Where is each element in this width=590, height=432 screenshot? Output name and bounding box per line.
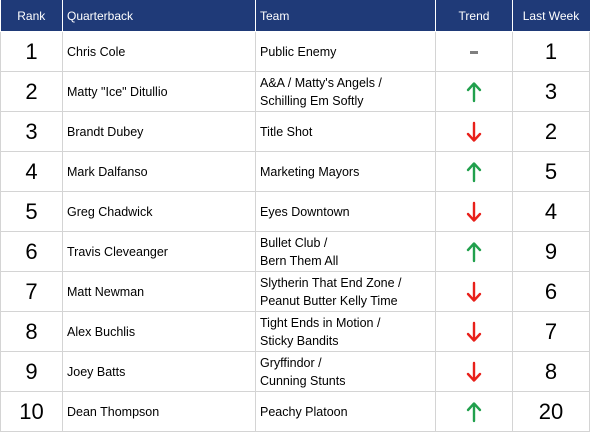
table-row: 3 Brandt Dubey Title Shot 2 xyxy=(0,111,590,152)
arrow-down-icon xyxy=(466,281,482,302)
last-week-cell: 20 xyxy=(512,391,590,432)
rank-cell: 2 xyxy=(0,71,63,112)
trend-cell xyxy=(435,231,513,272)
quarterback-cell: Joey Batts xyxy=(62,351,256,392)
table-row: 4 Mark Dalfanso Marketing Mayors 5 xyxy=(0,151,590,192)
trend-cell xyxy=(435,351,513,392)
arrow-up-icon xyxy=(466,81,482,102)
table-row: 7 Matt Newman Slytherin That End Zone / Pea… xyxy=(0,271,590,312)
team-cell: Gryffindor / Cunning Stunts xyxy=(255,351,436,392)
rank-cell: 9 xyxy=(0,351,63,392)
team-name-line: Eyes Downtown xyxy=(260,204,350,219)
table-row: 8 Alex Buchlis Tight Ends in Motion / Stick… xyxy=(0,311,590,352)
team-cell: Eyes Downtown xyxy=(255,191,436,232)
header-trend: Trend xyxy=(435,0,513,32)
quarterback-cell: Alex Buchlis xyxy=(62,311,256,352)
table-row: 2 Matty "Ice" Ditullio A&A / Matty's Angel… xyxy=(0,71,590,112)
header-row: Rank Quarterback Team Trend Last Week xyxy=(0,0,590,32)
team-cell: Public Enemy xyxy=(255,31,436,72)
quarterback-cell: Mark Dalfanso xyxy=(62,151,256,192)
quarterback-cell: Greg Chadwick xyxy=(62,191,256,232)
table-row: 1 Chris Cole Public Enemy 1 xyxy=(0,31,590,72)
team-name-line: Title Shot xyxy=(260,124,313,139)
header-last-week: Last Week xyxy=(512,0,590,32)
last-week-cell: 2 xyxy=(512,111,590,152)
trend-cell xyxy=(435,191,513,232)
header-team: Team xyxy=(255,0,436,32)
dash-icon xyxy=(470,50,478,54)
rank-cell: 8 xyxy=(0,311,63,352)
arrow-up-icon xyxy=(466,401,482,422)
table-row: 10 Dean Thompson Peachy Platoon 20 xyxy=(0,391,590,432)
team-name-line: Bern Them All xyxy=(260,253,339,268)
team-name-line: Schilling Em Softly xyxy=(260,93,364,108)
team-name-line: Cunning Stunts xyxy=(260,373,346,388)
last-week-cell: 8 xyxy=(512,351,590,392)
arrow-down-icon xyxy=(466,321,482,342)
quarterback-cell: Matty "Ice" Ditullio xyxy=(62,71,256,112)
arrow-up-icon xyxy=(466,241,482,262)
quarterback-cell: Matt Newman xyxy=(62,271,256,312)
quarterback-cell: Travis Cleveanger xyxy=(62,231,256,272)
trend-cell xyxy=(435,31,513,72)
last-week-cell: 6 xyxy=(512,271,590,312)
team-name-line: Peachy Platoon xyxy=(260,404,348,419)
table-header: Rank Quarterback Team Trend Last Week xyxy=(0,0,590,32)
team-name-line: Peanut Butter Kelly Time xyxy=(260,293,398,308)
last-week-cell: 9 xyxy=(512,231,590,272)
last-week-cell: 4 xyxy=(512,191,590,232)
team-name-line: Tight Ends in Motion / xyxy=(260,315,381,330)
rank-cell: 3 xyxy=(0,111,63,152)
table-row: 9 Joey Batts Gryffindor / Cunning Stunts 8 xyxy=(0,351,590,392)
last-week-cell: 7 xyxy=(512,311,590,352)
team-name-line: Public Enemy xyxy=(260,44,337,59)
quarterback-cell: Chris Cole xyxy=(62,31,256,72)
arrow-up-icon xyxy=(466,161,482,182)
quarterback-cell: Brandt Dubey xyxy=(62,111,256,152)
table-row: 6 Travis Cleveanger Bullet Club / Bern Them… xyxy=(0,231,590,272)
arrow-down-icon xyxy=(466,121,482,142)
team-cell: Bullet Club / Bern Them All xyxy=(255,231,436,272)
trend-cell xyxy=(435,271,513,312)
rank-cell: 5 xyxy=(0,191,63,232)
header-quarterback: Quarterback xyxy=(62,0,256,32)
trend-cell xyxy=(435,111,513,152)
last-week-cell: 3 xyxy=(512,71,590,112)
team-cell: Slytherin That End Zone / Peanut Butter K… xyxy=(255,271,436,312)
team-cell: A&A / Matty's Angels / Schilling Em Softl… xyxy=(255,71,436,112)
team-name-line: Marketing Mayors xyxy=(260,164,360,179)
table-body: 1 Chris Cole Public Enemy 1 2 Matty "Ice" Dit… xyxy=(0,31,590,432)
table-row: 5 Greg Chadwick Eyes Downtown 4 xyxy=(0,191,590,232)
team-name-line: Slytherin That End Zone / xyxy=(260,275,402,290)
team-name-line: Bullet Club / xyxy=(260,235,328,250)
header-rank: Rank xyxy=(0,0,63,32)
team-cell: Tight Ends in Motion / Sticky Bandits xyxy=(255,311,436,352)
team-cell: Title Shot xyxy=(255,111,436,152)
rank-cell: 1 xyxy=(0,31,63,72)
trend-cell xyxy=(435,71,513,112)
quarterback-cell: Dean Thompson xyxy=(62,391,256,432)
trend-cell xyxy=(435,151,513,192)
team-cell: Peachy Platoon xyxy=(255,391,436,432)
rank-cell: 7 xyxy=(0,271,63,312)
trend-cell xyxy=(435,391,513,432)
rank-cell: 4 xyxy=(0,151,63,192)
team-name-line: A&A / Matty's Angels / xyxy=(260,75,382,90)
team-cell: Marketing Mayors xyxy=(255,151,436,192)
last-week-cell: 1 xyxy=(512,31,590,72)
rank-cell: 10 xyxy=(0,391,63,432)
team-name-line: Sticky Bandits xyxy=(260,333,339,348)
arrow-down-icon xyxy=(466,201,482,222)
last-week-cell: 5 xyxy=(512,151,590,192)
trend-cell xyxy=(435,311,513,352)
team-name-line: Gryffindor / xyxy=(260,355,322,370)
rank-cell: 6 xyxy=(0,231,63,272)
arrow-down-icon xyxy=(466,361,482,382)
